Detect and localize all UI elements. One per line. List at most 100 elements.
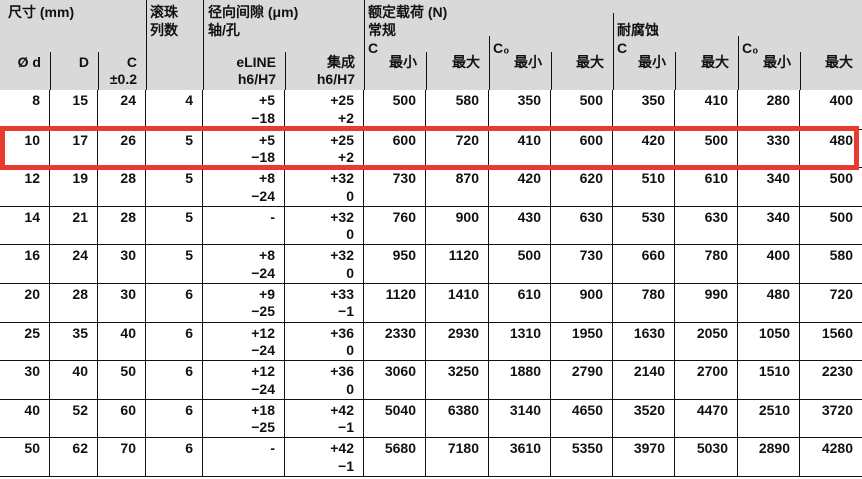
cell: 50 (98, 361, 146, 399)
cell: 1510 (738, 361, 800, 399)
col-header-ballrows-empty (146, 54, 203, 90)
cell: 720 (426, 129, 489, 168)
min-label: 最小 (638, 54, 666, 70)
cell: +36 0 (285, 361, 364, 399)
cell: +8 −24 (203, 168, 285, 206)
cell: 7180 (426, 438, 489, 476)
cell: +42 −1 (285, 399, 364, 438)
cell: 780 (675, 245, 738, 283)
size-group-title: 尺寸 (mm) (8, 4, 75, 20)
cell: 5 (146, 245, 203, 283)
grid-line (800, 52, 801, 90)
cell: 610 (675, 168, 738, 206)
cell: 10 (0, 129, 50, 168)
cell: 8 (0, 90, 50, 129)
cell: 4470 (675, 399, 738, 438)
table-row-d20: 20 28 30 6 +9 −25 +33 −1 1120 1410 610 900 780 990 480… (0, 282, 862, 322)
col-header-corrosion-c0-min: 最小 (738, 54, 800, 90)
cell: 35 (50, 322, 98, 361)
cell: 1310 (489, 322, 551, 361)
table-row-d25: 25 35 40 6 +12 −24 +36 0 2330 2930 1310 1950 1630 205… (0, 321, 862, 361)
cell: 5040 (364, 399, 426, 438)
normal-c-label: C (368, 40, 379, 56)
ball-rows-title-line2: 列数 (150, 22, 178, 38)
table-row-d30: 30 40 50 6 +12 −24 +36 0 3060 3250 1880 2790 2140 270… (0, 360, 862, 399)
cell: 2790 (551, 361, 613, 399)
cell: 19 (50, 168, 98, 206)
ball-rows-title-line1: 滚珠 (150, 4, 178, 20)
cell: 5 (146, 129, 203, 168)
cell: +18 −25 (203, 399, 285, 438)
max-label: 最大 (701, 54, 729, 70)
cell: 350 (489, 90, 551, 129)
cell: 2930 (426, 322, 489, 361)
cell: 780 (613, 283, 675, 322)
cell: 280 (738, 90, 800, 129)
col-header-normal-c-max: 最大 (426, 54, 489, 90)
cell: 5350 (551, 438, 613, 476)
grid-line (98, 52, 99, 90)
cell: 410 (675, 90, 738, 129)
cell: +5 −18 (203, 129, 285, 168)
corrosion-c-label: C (617, 40, 628, 56)
cell: 610 (489, 283, 551, 322)
table-row-d16: 16 24 30 5 +8 −24 +32 0 950 1120 500 730 660 780 400 58… (0, 244, 862, 283)
cell: 500 (829, 208, 853, 225)
cell: 3970 (613, 438, 675, 476)
cell: +32 0 (285, 206, 364, 245)
cell: 30 (98, 245, 146, 283)
col-header-corrosion-c0-max: 最大 (800, 54, 862, 90)
table-row-d50: 50 62 70 6- +42 −1 5680 7180 3610 5350 3970 5030 289… (0, 437, 862, 476)
cell: 40 (50, 361, 98, 399)
cell: 500 (829, 170, 853, 187)
cell: 1560 (821, 324, 853, 341)
cell: 16 (0, 245, 50, 283)
cell: 50 (0, 438, 50, 476)
cell: 480 (738, 283, 800, 322)
cell: 21 (50, 206, 98, 245)
cell: 530 (613, 206, 675, 245)
cell: +25 +2 (285, 129, 364, 168)
col-header-integrated-label: 集成 (327, 54, 355, 70)
normal-c0-label: C₀ (493, 40, 510, 56)
col-header-C-label: C (126, 54, 137, 70)
table-row-d12: 12 19 28 5 +8 −24 +32 0 730 870 420 620 510 610 340 500 (0, 167, 862, 206)
cell: 5030 (675, 438, 738, 476)
cell: 950 (364, 245, 426, 283)
cell: 40 (0, 399, 50, 438)
col-header-eline-fit: h6/H7 (237, 70, 276, 87)
cell: 1050 (738, 322, 800, 361)
cell: 730 (551, 245, 613, 283)
cell: +36 0 (285, 322, 364, 361)
cell: 580 (829, 247, 853, 264)
cell: 730 (364, 168, 426, 206)
cell: 500 (675, 129, 738, 168)
cell: 2510 (738, 399, 800, 438)
cell: 1410 (426, 283, 489, 322)
col-header-integrated: 集成 h6/H7 (285, 54, 364, 90)
table-body: 8 15 24 4 +5 −18 +25 +2 500 580 350 500 350 410 280 400… (0, 90, 862, 477)
cell: 24 (98, 90, 146, 129)
cell: +12 −24 (203, 361, 285, 399)
cell: 410 (489, 129, 551, 168)
col-header-D-label: D (78, 54, 89, 70)
corrosion-group-label: 耐腐蚀 (617, 22, 659, 38)
cell: 5680 (364, 438, 426, 476)
col-header-corrosion-c-max: 最大 (675, 54, 738, 90)
cell: 430 (489, 206, 551, 245)
cell: +32 0 (285, 245, 364, 283)
column-caption-row: Ø d D C ±0.2 eLINE h6/H7 集成 h6/H7 最小 最大 最小 … (0, 54, 862, 90)
col-header-eline: eLINE h6/H7 (203, 54, 285, 90)
cell: 17 (50, 129, 98, 168)
min-label: 最小 (389, 54, 417, 70)
cell: 3140 (489, 399, 551, 438)
grid-line (203, 0, 204, 90)
table-header: 尺寸 (mm) 滚珠 列数 径向间隙 (μm) 轴/孔 额定载荷 (N) 常规 … (0, 0, 862, 90)
cell: 1120 (426, 245, 489, 283)
grid-line (489, 36, 490, 90)
grid-line (50, 52, 51, 90)
cell: 5 (146, 206, 203, 245)
cell: 15 (50, 90, 98, 129)
col-header-normal-c-min: 最小 (364, 54, 426, 90)
